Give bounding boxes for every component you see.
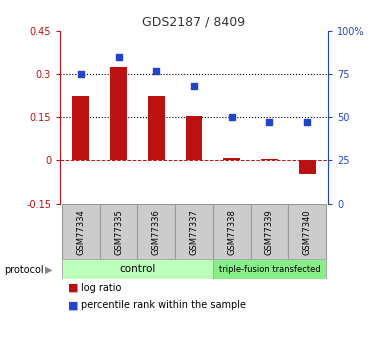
Text: ■: ■ <box>68 283 78 293</box>
Bar <box>62 259 213 279</box>
Bar <box>261 159 278 160</box>
Point <box>229 115 235 120</box>
Text: GDS2187 / 8409: GDS2187 / 8409 <box>142 16 246 29</box>
Bar <box>299 160 315 174</box>
Text: control: control <box>119 265 156 274</box>
Bar <box>185 116 203 160</box>
Text: GSM77340: GSM77340 <box>303 209 312 255</box>
Text: ▶: ▶ <box>45 265 52 275</box>
Text: GSM77337: GSM77337 <box>189 209 199 255</box>
Text: protocol: protocol <box>4 265 43 275</box>
Text: GSM77335: GSM77335 <box>114 209 123 255</box>
Point <box>304 120 310 125</box>
Point <box>266 120 272 125</box>
Bar <box>213 204 251 260</box>
Point <box>116 54 122 60</box>
Bar <box>213 259 326 279</box>
Text: log ratio: log ratio <box>81 283 122 293</box>
Text: percentile rank within the sample: percentile rank within the sample <box>81 300 246 310</box>
Bar <box>148 96 165 160</box>
Text: GSM77339: GSM77339 <box>265 209 274 255</box>
Bar <box>73 96 89 160</box>
Bar <box>137 204 175 260</box>
Point <box>78 71 84 77</box>
Bar <box>62 204 100 260</box>
Bar <box>288 204 326 260</box>
Bar <box>251 204 288 260</box>
Text: ■: ■ <box>68 300 78 310</box>
Bar <box>110 67 127 160</box>
Text: triple-fusion transfected: triple-fusion transfected <box>218 265 320 274</box>
Bar <box>223 158 240 160</box>
Bar <box>100 204 137 260</box>
Point <box>191 83 197 89</box>
Text: GSM77338: GSM77338 <box>227 209 236 255</box>
Bar <box>175 204 213 260</box>
Text: GSM77334: GSM77334 <box>76 209 85 255</box>
Text: GSM77336: GSM77336 <box>152 209 161 255</box>
Point <box>153 68 159 73</box>
